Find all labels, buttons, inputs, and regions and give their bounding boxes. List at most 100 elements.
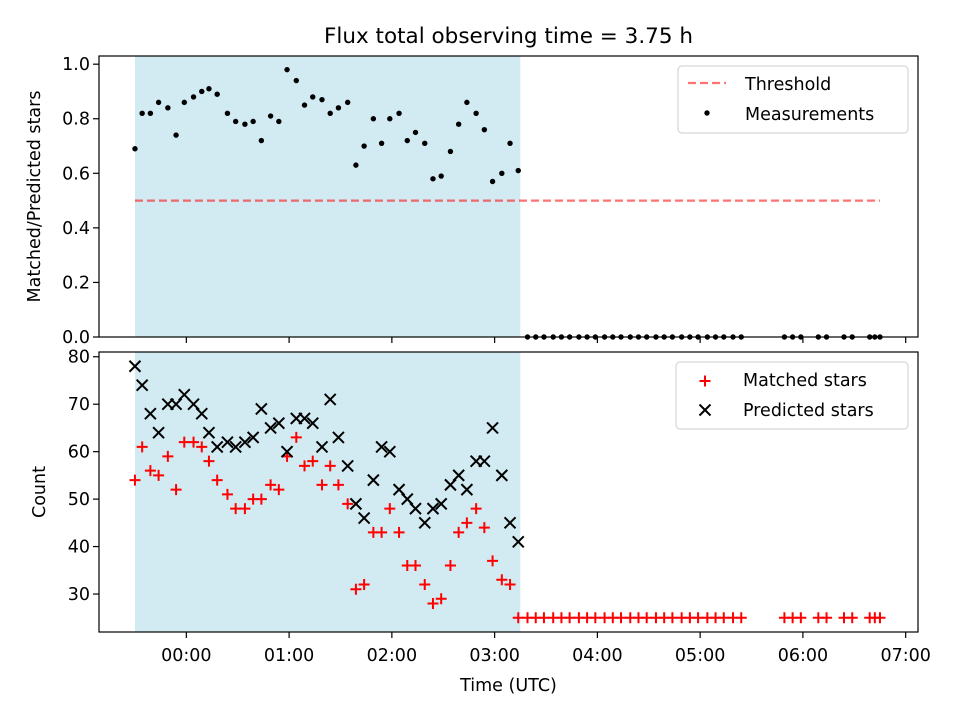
- measurement-point: [310, 94, 316, 100]
- y-tick-label: 30: [68, 585, 90, 605]
- ratio-y-axis-label: Matched/Predicted stars: [25, 91, 45, 303]
- predicted-star-point: [409, 502, 422, 515]
- predicted-star-point: [341, 459, 354, 473]
- y-tick-label: 0.6: [62, 164, 90, 184]
- y-tick-label: 80: [68, 348, 90, 368]
- ratio-legend: Threshold Measurements: [677, 65, 909, 134]
- legend-measurements-swatch: [704, 110, 710, 116]
- matched-star-point: [496, 574, 508, 586]
- measurement-point: [430, 176, 436, 182]
- matched-star-point: [196, 441, 208, 453]
- count-legend: Matched stars Predicted stars: [675, 361, 909, 430]
- predicted-star-point: [280, 445, 294, 458]
- matched-star-point: [846, 612, 858, 624]
- predicted-star-point: [238, 435, 252, 449]
- x-tick-label: 03:00: [469, 646, 519, 666]
- matched-star-point: [170, 484, 182, 496]
- count-panel-frame: [98, 351, 919, 633]
- predicted-star-point: [246, 431, 260, 444]
- x-tick-label: 02:00: [367, 646, 417, 666]
- measurement-point: [455, 121, 462, 127]
- measurement-point: [464, 99, 470, 106]
- predicted-star-point: [229, 440, 242, 454]
- y-tick-label: 0.4: [62, 219, 90, 239]
- matched-star-point: [453, 526, 465, 538]
- predicted-star-point: [144, 407, 157, 420]
- matched-star-point: [316, 479, 328, 491]
- measurement-point: [139, 110, 145, 116]
- legend-matched-swatch: [699, 375, 711, 387]
- legend-box: [675, 361, 909, 430]
- matched-star-point: [512, 612, 524, 624]
- matched-star-point: [188, 436, 200, 448]
- measurement-point: [293, 77, 299, 84]
- matched-star-point: [384, 503, 396, 515]
- matched-star-point: [461, 517, 473, 529]
- measurement-point: [284, 66, 290, 73]
- matched-star-point: [203, 455, 215, 467]
- predicted-star-point: [135, 379, 149, 392]
- legend-box: [677, 65, 909, 134]
- measurement-point: [499, 170, 505, 177]
- matched-star-point: [427, 598, 439, 610]
- matched-star-point: [307, 455, 319, 467]
- predicted-star-point: [264, 421, 277, 435]
- matched-star-point: [589, 612, 601, 624]
- measurement-point: [344, 99, 351, 106]
- matched-star-point: [735, 612, 747, 624]
- matched-star-point: [795, 612, 807, 624]
- y-tick-label: 0.2: [62, 273, 90, 293]
- predicted-star-point: [315, 440, 329, 454]
- matched-star-point: [376, 526, 388, 538]
- matched-star-point: [342, 498, 354, 510]
- measurement-point: [199, 88, 205, 95]
- measurement-point: [258, 137, 265, 144]
- matched-star-point: [504, 579, 516, 591]
- matched-star-point: [129, 474, 141, 486]
- measurement-point: [173, 132, 179, 138]
- measurement-point: [481, 126, 488, 133]
- predicted-star-point: [332, 431, 345, 444]
- x-tick-label: 00:00: [161, 646, 211, 666]
- matched-star-point: [273, 484, 285, 496]
- predicted-star-point: [383, 445, 397, 458]
- x-tick-label: 04:00: [572, 646, 622, 666]
- measurement-point: [353, 162, 359, 168]
- matched-star-point: [239, 503, 251, 515]
- matched-star-point: [692, 612, 704, 624]
- y-tick-label: 50: [68, 490, 90, 510]
- y-tick-label: 60: [68, 443, 90, 463]
- measurement-point: [276, 118, 282, 125]
- measurement-point: [404, 137, 410, 144]
- predicted-star-point: [426, 502, 440, 515]
- observing-span-top: [134, 56, 521, 337]
- count-panel: 30 40 50 60 70 80 00:00 01:00 02:00 03:00 04:00 05…: [30, 348, 931, 666]
- measurement-point: [250, 118, 256, 125]
- x-tick-label: 06:00: [778, 646, 828, 666]
- matched-star-point: [299, 460, 311, 472]
- matched-star-point: [358, 579, 370, 591]
- predicted-star-point: [452, 469, 465, 482]
- predicted-star-point: [357, 511, 371, 525]
- matched-star-point: [718, 612, 730, 624]
- matched-star-point: [153, 469, 165, 481]
- matched-star-point: [564, 612, 576, 624]
- predicted-star-point: [503, 516, 517, 530]
- matched-star-point: [230, 503, 242, 515]
- predicted-star-point: [178, 388, 191, 401]
- predicted-star-point: [210, 440, 224, 454]
- matched-star-point: [538, 612, 550, 624]
- matched-star-point: [211, 474, 223, 486]
- matched-star-point: [641, 612, 653, 624]
- matched-star-point: [162, 450, 174, 462]
- predicted-star-point: [478, 454, 491, 468]
- measurement-point: [507, 140, 513, 147]
- matched-star-point: [178, 436, 190, 448]
- measurement-point: [327, 110, 333, 116]
- predicted-star-point: [152, 426, 165, 439]
- y-tick-label: 0.0: [62, 328, 90, 348]
- matched-star-point: [350, 583, 362, 595]
- measurement-point: [370, 116, 377, 122]
- matched-star-point: [615, 612, 627, 624]
- predicted-star-point: [272, 416, 286, 430]
